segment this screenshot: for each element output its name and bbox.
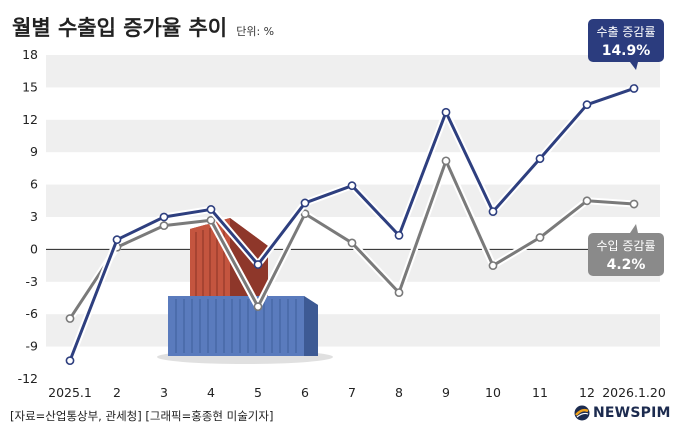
unit-label: 단위: %: [236, 25, 275, 38]
data-point: [488, 207, 498, 216]
x-tick-label: 5: [254, 385, 262, 400]
y-tick-label: 0: [30, 241, 38, 256]
data-point: [253, 302, 263, 312]
grid-bands: [46, 55, 660, 347]
y-tick-label: 15: [22, 79, 38, 94]
source-credit: [자료=산업통상부, 관세청] [그래픽=홍종현 미술기자]: [10, 409, 274, 423]
y-tick-label: 12: [22, 112, 38, 127]
data-point: [159, 212, 169, 222]
import-callout: 수입 증감률 4.2%: [588, 224, 664, 276]
data-point: [394, 288, 404, 297]
data-point: [347, 238, 357, 248]
data-point: [441, 156, 451, 166]
y-tick-label: 3: [30, 209, 38, 224]
newspim-logo: NEWSPIM: [574, 405, 671, 421]
export-series: [65, 84, 639, 366]
data-point: [441, 107, 451, 117]
grid-band: [46, 314, 660, 347]
data-point: [65, 314, 75, 323]
data-point: [394, 230, 404, 240]
x-tick-label: 4: [207, 385, 215, 400]
y-axis-ticks: -12 -9 -6 -3 0 3 6 9 12 15 18: [18, 47, 38, 386]
import-series: [65, 156, 639, 323]
data-point: [582, 100, 592, 110]
data-point: [582, 196, 592, 206]
data-point: [300, 209, 310, 219]
title-block: 월별 수출입 증가율 추이 단위: %: [12, 12, 274, 42]
x-tick-label: 11: [532, 385, 548, 400]
y-tick-label: 6: [30, 177, 38, 192]
data-point: [347, 181, 357, 191]
y-tick-label: -12: [18, 371, 38, 386]
export-callout-value: 14.9%: [602, 43, 651, 59]
x-tick-label: 7: [348, 385, 356, 400]
grid-band: [46, 249, 660, 282]
series-layer: [65, 84, 639, 366]
import-callout-value: 4.2%: [607, 257, 646, 273]
grid-band: [46, 55, 660, 88]
y-tick-label: -3: [26, 274, 38, 289]
x-tick-label: 12: [579, 385, 595, 400]
logo-text: NEWSPIM: [593, 405, 671, 421]
x-tick-label: 2026.1.20: [602, 385, 666, 400]
y-tick-label: 9: [30, 144, 38, 159]
y-tick-label: -9: [26, 339, 39, 354]
export-callout-label: 수출 증감률: [596, 25, 655, 39]
data-point: [112, 235, 122, 245]
data-point: [535, 154, 545, 164]
x-tick-label: 9: [442, 385, 450, 400]
data-point: [629, 199, 639, 209]
data-point: [300, 198, 310, 208]
data-point: [488, 261, 498, 270]
data-point: [206, 215, 216, 225]
globe-icon: [574, 405, 590, 421]
y-tick-label: 18: [22, 47, 38, 62]
import-callout-label: 수입 증감률: [596, 239, 655, 253]
data-point: [65, 356, 75, 366]
data-point: [159, 221, 169, 231]
x-axis-ticks: 2025.1 2 3 4 5 6 7 8 9 10 11 12 2026.1.20: [48, 385, 666, 400]
x-tick-label: 2025.1: [48, 385, 92, 400]
x-tick-label: 10: [485, 385, 501, 400]
export-callout: 수출 증감률 14.9%: [588, 19, 664, 70]
chart-title: 월별 수출입 증가율 추이: [12, 16, 228, 40]
data-point: [629, 84, 639, 93]
x-tick-label: 2: [113, 385, 121, 400]
x-tick-label: 3: [160, 385, 168, 400]
x-tick-label: 6: [301, 385, 309, 400]
y-tick-label: -6: [26, 306, 39, 321]
shipping-container-illustration: [157, 218, 333, 364]
x-tick-label: 8: [395, 385, 403, 400]
data-point: [535, 233, 545, 242]
data-point: [206, 205, 216, 214]
data-point: [253, 260, 263, 269]
